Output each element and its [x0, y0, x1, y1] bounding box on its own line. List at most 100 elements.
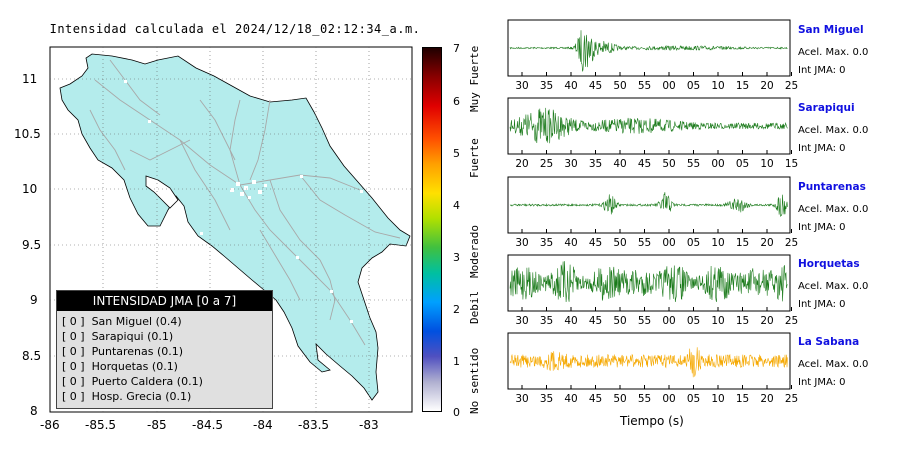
- map-y-tick: 11: [22, 72, 38, 86]
- seismogram-x-tick-label: 50: [613, 315, 626, 327]
- station-name: San Miguel: [798, 24, 864, 36]
- seismogram-x-tick-label: 05: [687, 315, 700, 327]
- seismogram-x-tick-label: 25: [785, 80, 798, 92]
- seismogram-x-tick-label: 55: [638, 393, 651, 405]
- colorbar-tick: 3: [453, 251, 460, 264]
- seismogram-trace: [509, 192, 788, 217]
- seismogram-x-tick-label: 45: [589, 80, 602, 92]
- seismogram-x-tick-label: 15: [785, 158, 798, 170]
- seismogram-x-tick-label: 30: [564, 158, 577, 170]
- map-x-tick: -86: [40, 418, 60, 432]
- seismogram-x-tick-label: 20: [760, 315, 773, 327]
- seismogram-trace: [509, 261, 788, 303]
- colorbar-label-debil: Debil: [468, 291, 481, 324]
- station-int: Int JMA: 0: [798, 143, 846, 154]
- seismogram-x-tick-label: 15: [736, 393, 749, 405]
- seismogram-panel: 30 35 40 45 50 55 00 05 10 15 20 25: [507, 332, 798, 405]
- seismogram-x-tick-label: 50: [613, 80, 626, 92]
- seismogram-x-tick-label: 20: [760, 80, 773, 92]
- seismogram-x-tick-label: 25: [785, 393, 798, 405]
- gulf-of-nicoya: [145, 175, 179, 209]
- road-network: [89, 59, 401, 346]
- seismogram-x-tick-label: 40: [564, 80, 577, 92]
- intensity-colorbar: [422, 47, 442, 412]
- station-name: Horquetas: [798, 258, 860, 270]
- seismogram-panel: 30 35 40 45 50 55 00 05 10 15 20 25: [507, 176, 798, 249]
- colorbar-tick: 0: [453, 406, 460, 419]
- legend-item: [ 0 ] San Miguel (0.4): [62, 315, 182, 328]
- seismogram-x-tick-label: 55: [638, 80, 651, 92]
- seismogram-x-tick-label: 00: [711, 158, 724, 170]
- colorbar-tick: 1: [453, 355, 460, 368]
- seismogram-x-tick-label: 35: [540, 80, 553, 92]
- seismogram-x-tick-label: 10: [711, 393, 724, 405]
- seismogram-x-tick-label: 55: [687, 158, 700, 170]
- map-x-tick: -84.5: [192, 418, 224, 432]
- colorbar-tick: 5: [453, 147, 460, 160]
- seismogram-x-tick-label: 40: [564, 315, 577, 327]
- seismogram-trace: [509, 30, 788, 72]
- seismogram-trace: [509, 107, 788, 144]
- seismogram-x-tick-label: 10: [711, 237, 724, 249]
- seismogram-x-tick-label: 45: [589, 393, 602, 405]
- seismogram-x-tick-label: 35: [540, 315, 553, 327]
- seismogram-x-tick-label: 25: [540, 158, 553, 170]
- seismogram-x-tick-label: 15: [736, 315, 749, 327]
- seismogram-x-tick-label: 00: [662, 237, 675, 249]
- map-y-tick: 8: [30, 404, 38, 418]
- station-name: La Sabana: [798, 336, 860, 348]
- seismogram-x-tick-label: 10: [760, 158, 773, 170]
- intensity-legend: INTENSIDAD JMA [0 a 7] [ 0 ] San Miguel …: [56, 290, 273, 409]
- seismogram-x-tick-label: 40: [564, 393, 577, 405]
- map-y-tick: 8.5: [22, 349, 42, 363]
- seismogram-x-tick-label: 50: [662, 158, 675, 170]
- city-markers: [124, 80, 363, 323]
- seismogram-x-tick-label: 40: [613, 158, 626, 170]
- legend-item: [ 0 ] Horquetas (0.1): [62, 360, 178, 373]
- seismogram-x-tick-label: 50: [613, 237, 626, 249]
- map-x-tick: -85.5: [85, 418, 117, 432]
- station-acel: Acel. Max. 0.0: [798, 125, 869, 136]
- map-plot-frame: [49, 46, 413, 413]
- colorbar-label-fuerte: Fuerte: [468, 138, 481, 178]
- seismogram-x-tick-label: 15: [736, 237, 749, 249]
- seismogram-trace: [509, 347, 788, 378]
- seismogram-x-tick-label: 25: [785, 315, 798, 327]
- seismogram-x-tick-label: 20: [760, 393, 773, 405]
- seismogram-x-tick-label: 35: [540, 237, 553, 249]
- legend-item: [ 0 ] Puerto Caldera (0.1): [62, 375, 203, 388]
- map-x-tick: -83.5: [298, 418, 330, 432]
- station-int: Int JMA: 0: [798, 299, 846, 310]
- station-acel: Acel. Max. 0.0: [798, 281, 869, 292]
- map-y-tick: 9: [30, 293, 38, 307]
- colorbar-label-muy-fuerte: Muy Fuerte: [468, 46, 481, 112]
- colorbar-tick: 2: [453, 303, 460, 316]
- seismogram-x-tick-label: 55: [638, 315, 651, 327]
- colorbar-tick: 7: [453, 42, 460, 55]
- station-int: Int JMA: 0: [798, 377, 846, 388]
- costa-rica-landmass: [59, 53, 411, 401]
- colorbar-label-moderado: Moderado: [468, 225, 481, 278]
- colorbar-tick: 6: [453, 95, 460, 108]
- seismogram-x-tick-label: 50: [613, 393, 626, 405]
- legend-header: INTENSIDAD JMA [0 a 7]: [57, 291, 272, 311]
- station-acel: Acel. Max. 0.0: [798, 47, 869, 58]
- seismogram-x-tick-label: 30: [515, 315, 528, 327]
- seismogram-x-tick-label: 40: [564, 237, 577, 249]
- legend-item: [ 0 ] Hosp. Grecia (0.1): [62, 390, 192, 403]
- station-acel: Acel. Max. 0.0: [798, 204, 869, 215]
- seismogram-x-tick-label: 05: [687, 80, 700, 92]
- seismogram-panel: 20 25 30 35 40 45 50 55 00 05 10 15: [507, 97, 798, 170]
- legend-item: [ 0 ] Sarapiqui (0.1): [62, 330, 174, 343]
- seismogram-x-tick-label: 30: [515, 237, 528, 249]
- colorbar-label-no-sentido: No sentido: [468, 348, 481, 414]
- seismogram-x-tick-label: 30: [515, 80, 528, 92]
- seismogram-x-tick-label: 55: [638, 237, 651, 249]
- seismogram-x-tick-label: 05: [687, 237, 700, 249]
- station-name: Puntarenas: [798, 181, 866, 193]
- station-int: Int JMA: 0: [798, 65, 846, 76]
- seismogram-x-tick-label: 45: [638, 158, 651, 170]
- map-x-tick: -85: [147, 418, 167, 432]
- legend-item: [ 0 ] Puntarenas (0.1): [62, 345, 184, 358]
